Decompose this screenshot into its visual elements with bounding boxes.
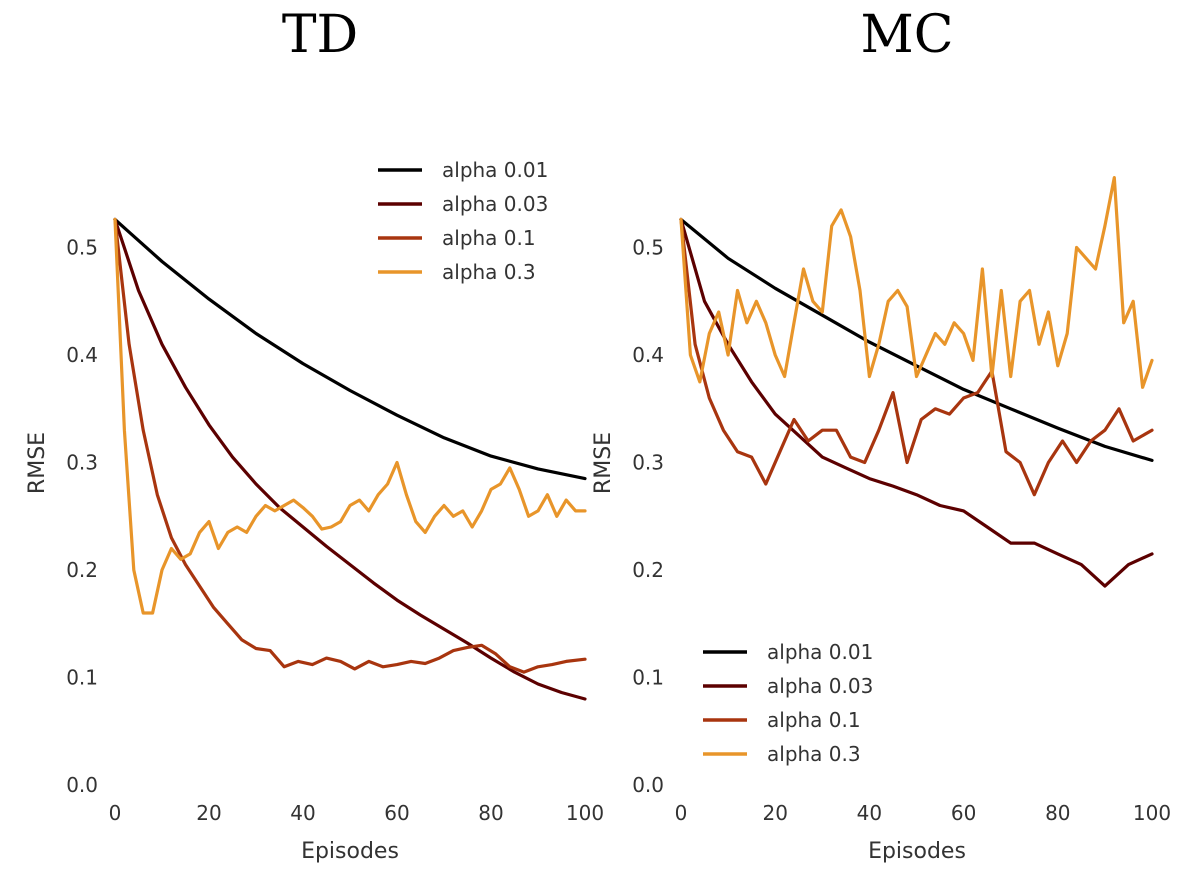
- mc-series-line-0: [679, 217, 1154, 462]
- td-x-tick-label: 20: [196, 801, 221, 825]
- mc-series-line-3: [679, 176, 1154, 389]
- td-ylabel: RMSE: [25, 432, 50, 494]
- mc-x-tick-label: 80: [1045, 801, 1070, 825]
- td-panel: TD RMSE Episodes 0.0 0.1 0.2 0.3 0.4 0.5 0 20 4…: [25, 5, 604, 864]
- td-y-tick-label: 0.2: [66, 558, 98, 582]
- td-xlabel: Episodes: [301, 839, 399, 864]
- td-series-line-2: [113, 217, 587, 674]
- td-series-line-1: [113, 217, 587, 701]
- td-y-tick-label: 0.0: [66, 773, 98, 797]
- mc-legend-label: alpha 0.3: [767, 742, 861, 766]
- mc-x-ticks: 0 20 40 60 80 100: [675, 801, 1171, 825]
- mc-y-tick-label: 0.4: [632, 343, 664, 367]
- td-x-tick-label: 100: [566, 801, 604, 825]
- mc-x-tick-label: 60: [951, 801, 976, 825]
- mc-y-tick-label: 0.3: [632, 451, 664, 475]
- mc-x-tick-label: 0: [675, 801, 688, 825]
- td-series-line-3: [113, 217, 587, 615]
- mc-lines: [679, 176, 1154, 588]
- mc-ylabel: RMSE: [591, 432, 616, 494]
- td-legend: alpha 0.01 alpha 0.03 alpha 0.1 alpha 0.…: [378, 158, 548, 284]
- mc-series-line-2: [679, 217, 1154, 497]
- mc-legend-label: alpha 0.01: [767, 640, 873, 664]
- mc-panel: MC RMSE Episodes 0.0 0.1 0.2 0.3 0.4 0.5 0 20 4…: [591, 5, 1171, 864]
- td-legend-label: alpha 0.01: [442, 158, 548, 182]
- mc-y-tick-label: 0.1: [632, 666, 664, 690]
- mc-title: MC: [860, 5, 953, 65]
- td-series-line-0: [113, 217, 587, 481]
- td-x-tick-label: 60: [384, 801, 409, 825]
- td-title: TD: [282, 5, 358, 65]
- td-y-ticks: 0.0 0.1 0.2 0.3 0.4 0.5: [66, 236, 98, 798]
- td-legend-label: alpha 0.3: [442, 260, 536, 284]
- mc-y-tick-label: 0.5: [632, 236, 664, 260]
- td-x-tick-label: 40: [290, 801, 315, 825]
- mc-x-tick-label: 40: [857, 801, 882, 825]
- mc-xlabel: Episodes: [868, 839, 966, 864]
- mc-legend-label: alpha 0.1: [767, 708, 861, 732]
- td-legend-label: alpha 0.03: [442, 192, 548, 216]
- td-x-ticks: 0 20 40 60 80 100: [109, 801, 604, 825]
- td-lines: [113, 217, 587, 701]
- mc-series-line-1: [679, 217, 1154, 588]
- mc-x-tick-label: 20: [762, 801, 787, 825]
- mc-legend-label: alpha 0.03: [767, 674, 873, 698]
- mc-legend: alpha 0.01 alpha 0.03 alpha 0.1 alpha 0.…: [703, 640, 873, 766]
- td-x-tick-label: 0: [109, 801, 122, 825]
- td-y-tick-label: 0.4: [66, 343, 98, 367]
- td-legend-label: alpha 0.1: [442, 226, 536, 250]
- mc-x-tick-label: 100: [1133, 801, 1171, 825]
- td-y-tick-label: 0.1: [66, 666, 98, 690]
- td-y-tick-label: 0.3: [66, 451, 98, 475]
- mc-y-tick-label: 0.2: [632, 558, 664, 582]
- td-y-tick-label: 0.5: [66, 236, 98, 260]
- mc-y-ticks: 0.0 0.1 0.2 0.3 0.4 0.5: [632, 236, 664, 798]
- mc-y-tick-label: 0.0: [632, 773, 664, 797]
- td-x-tick-label: 80: [478, 801, 503, 825]
